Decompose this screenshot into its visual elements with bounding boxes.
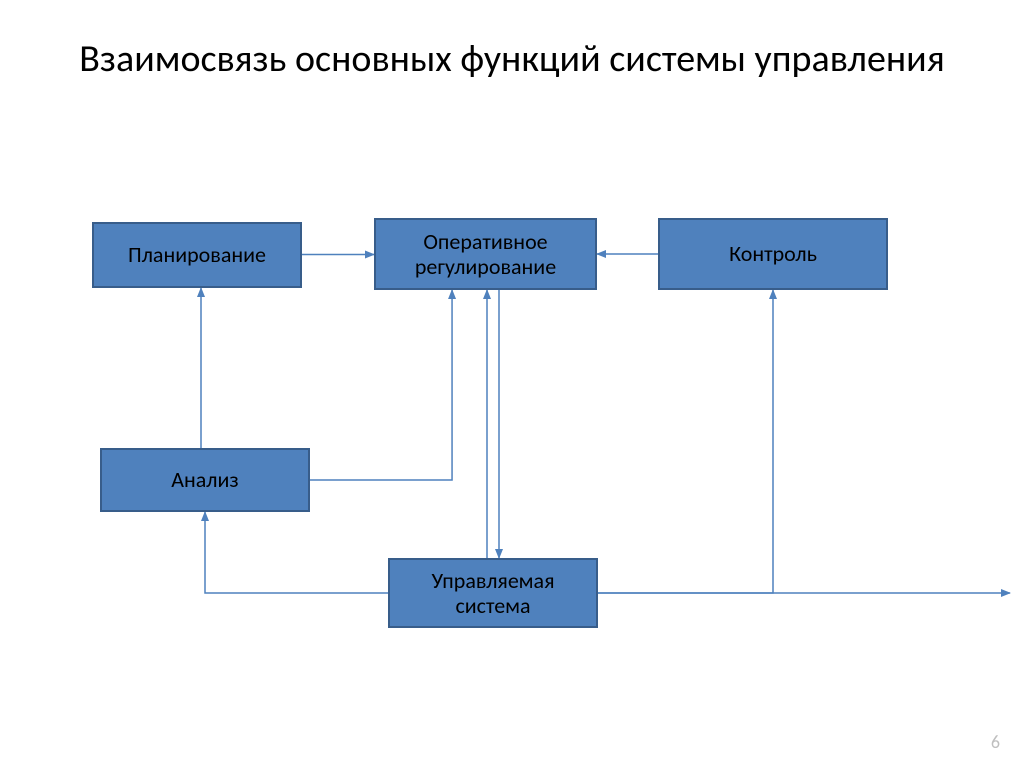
page-number: 6: [991, 731, 1000, 753]
diagram-edges: [0, 0, 1024, 767]
node-control-label: Контроль: [729, 241, 817, 266]
node-planning-label: Планирование: [128, 242, 266, 267]
node-analysis: Анализ: [100, 448, 310, 512]
node-regulation-label: Оперативное регулирование: [382, 229, 589, 280]
node-managed-label: Управляемая система: [396, 568, 590, 619]
node-regulation: Оперативное регулирование: [374, 218, 597, 290]
node-managed: Управляемая система: [388, 558, 598, 628]
node-planning: Планирование: [92, 222, 302, 288]
diagram-canvas: Планирование Оперативное регулирование К…: [0, 0, 1024, 767]
node-control: Контроль: [658, 218, 888, 290]
node-analysis-label: Анализ: [171, 467, 238, 492]
